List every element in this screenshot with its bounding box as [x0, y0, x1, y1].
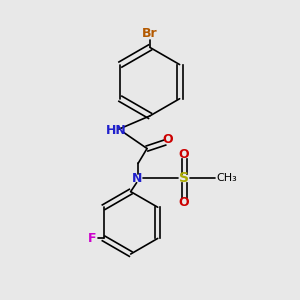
Text: O: O — [163, 133, 173, 146]
Text: CH₃: CH₃ — [217, 173, 238, 183]
Text: O: O — [179, 148, 190, 161]
Text: F: F — [88, 232, 96, 245]
Text: Br: Br — [142, 27, 158, 40]
Text: N: N — [131, 172, 142, 185]
Text: S: S — [179, 171, 189, 185]
Text: HN: HN — [105, 124, 126, 137]
Text: O: O — [179, 196, 190, 208]
